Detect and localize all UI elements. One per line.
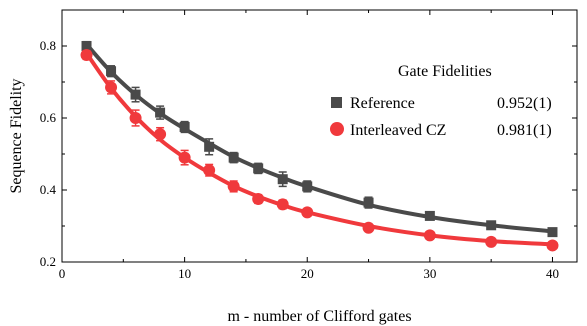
- data-point-reference: [130, 86, 141, 103]
- square-marker: [424, 210, 435, 221]
- legend-fidelity-interleaved-cz: 0.981(1): [497, 122, 552, 139]
- y-tick-label: 0.6: [40, 110, 57, 125]
- legend-marker-interleaved-cz: [330, 122, 344, 136]
- y-tick-label: 0.8: [40, 38, 56, 53]
- data-point-reference: [547, 227, 558, 238]
- data-point-reference: [363, 196, 374, 209]
- y-tick-label: 0.4: [40, 182, 57, 197]
- circle-marker: [252, 193, 265, 205]
- data-point-reference: [106, 65, 117, 78]
- x-tick-label: 10: [178, 266, 191, 281]
- x-tick-label: 40: [546, 266, 559, 281]
- circle-marker: [301, 206, 314, 219]
- legend-label-reference: Reference: [350, 95, 415, 112]
- data-point-interleaved-cz: [301, 206, 314, 219]
- fit-line-interleaved-cz: [84, 51, 555, 247]
- data-point-interleaved-cz: [105, 80, 118, 95]
- circle-marker: [129, 112, 142, 124]
- circle-marker: [423, 229, 436, 242]
- square-marker: [277, 174, 288, 185]
- circle-marker: [362, 221, 375, 234]
- square-marker: [155, 107, 166, 118]
- circle-marker: [178, 151, 191, 164]
- data-point-reference: [253, 162, 264, 175]
- plot-frame: [61, 9, 578, 263]
- square-marker: [179, 122, 190, 132]
- data-point-interleaved-cz: [154, 126, 167, 142]
- square-marker: [228, 152, 239, 163]
- data-point-interleaved-cz: [276, 198, 289, 211]
- legend: Gate Fidelities Reference 0.952(1) Inter…: [330, 63, 552, 139]
- data-point-reference: [228, 151, 239, 164]
- axis-ticks: 0 10 20 30 40 0.2 0.4 0.6 0.8: [40, 9, 577, 281]
- square-marker: [130, 89, 141, 100]
- legend-fidelity-reference: 0.952(1): [497, 95, 552, 112]
- circle-marker: [105, 81, 118, 94]
- circle-marker: [227, 180, 240, 193]
- data-point-reference: [424, 210, 435, 221]
- data-point-reference: [204, 138, 215, 156]
- circle-marker: [546, 239, 559, 252]
- y-tick-label: 0.2: [40, 254, 56, 269]
- square-marker: [106, 66, 117, 77]
- x-tick-label: 20: [301, 266, 314, 281]
- data-point-reference: [277, 171, 288, 188]
- legend-label-interleaved-cz: Interleaved CZ: [350, 122, 446, 139]
- legend-marker-reference: [331, 97, 342, 108]
- square-marker: [253, 163, 264, 174]
- circle-marker: [276, 198, 289, 211]
- data-point-reference: [302, 180, 313, 193]
- square-marker: [363, 197, 374, 208]
- data-point-interleaved-cz: [546, 239, 559, 252]
- data-point-interleaved-cz: [423, 229, 436, 242]
- legend-title: Gate Fidelities: [398, 63, 492, 80]
- circle-marker: [485, 235, 498, 248]
- data-point-interleaved-cz: [227, 180, 240, 193]
- data-point-interleaved-cz: [80, 49, 93, 61]
- y-axis-label: Sequence Fidelity: [8, 78, 25, 193]
- square-marker: [81, 41, 92, 51]
- circle-marker: [154, 128, 167, 141]
- x-tick-label: 30: [423, 266, 436, 281]
- circle-marker: [80, 49, 93, 61]
- square-marker: [204, 141, 215, 152]
- square-marker: [547, 227, 558, 238]
- circle-marker: [203, 164, 216, 177]
- data-point-interleaved-cz: [485, 235, 498, 248]
- data-markers: [80, 40, 559, 252]
- data-point-reference: [486, 220, 497, 231]
- data-point-interleaved-cz: [362, 221, 375, 234]
- data-point-interleaved-cz: [129, 109, 142, 127]
- x-tick-label: 0: [59, 266, 66, 281]
- square-marker: [302, 181, 313, 192]
- square-marker: [486, 220, 497, 231]
- data-point-interleaved-cz: [252, 193, 265, 205]
- data-point-interleaved-cz: [203, 163, 216, 177]
- x-axis-label: m - number of Clifford gates: [227, 308, 411, 325]
- data-point-interleaved-cz: [178, 149, 191, 166]
- data-point-reference: [179, 120, 190, 134]
- data-point-reference: [155, 105, 166, 120]
